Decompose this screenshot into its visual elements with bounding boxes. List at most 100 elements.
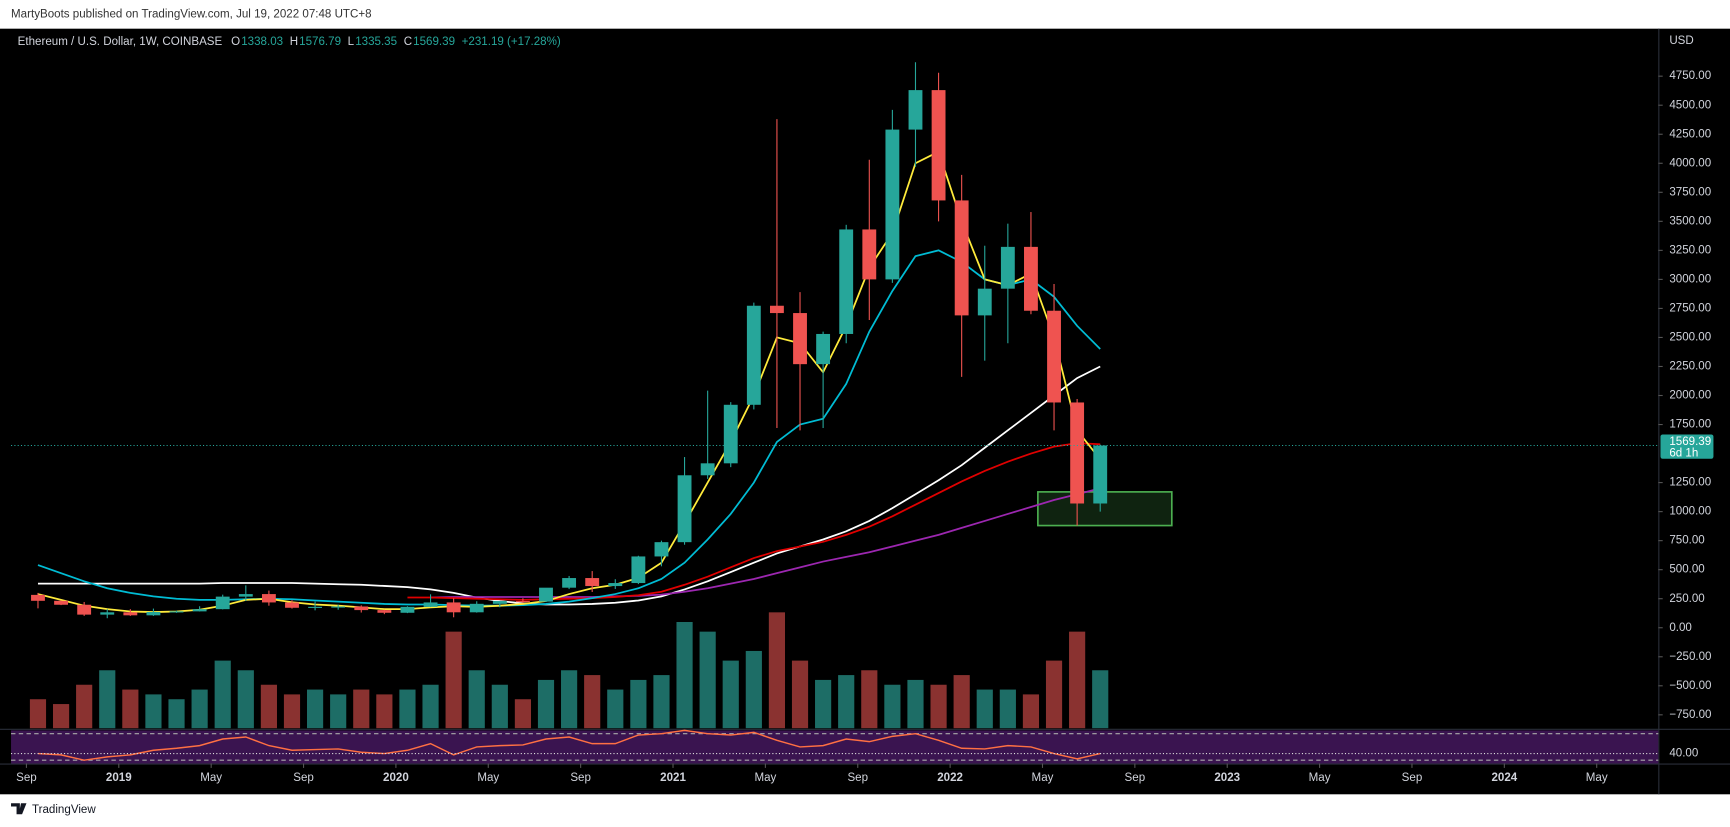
volume-bar (561, 670, 578, 729)
volume-bar (145, 694, 162, 729)
candle-body (469, 603, 484, 613)
y-tick-label: 500.00 (1669, 564, 1704, 576)
volume-bar (1069, 631, 1086, 729)
y-tick-label: 4000.00 (1669, 157, 1711, 169)
ohlc-value: 1569.39 (413, 36, 455, 48)
rsi-line (37, 729, 1101, 761)
candle-body (77, 604, 92, 615)
volume-bar (422, 684, 439, 729)
volume-bar (791, 660, 809, 729)
brand-name: TradingView (32, 804, 96, 816)
candle-body (308, 606, 323, 608)
ohlc-value: 1338.03 (241, 36, 283, 48)
volume-bar (768, 612, 786, 729)
y-tick-label: 3750.00 (1669, 186, 1711, 198)
candle-body (238, 594, 253, 597)
y-tick-label: −250.00 (1669, 651, 1711, 663)
y-tick-label: 4500.00 (1669, 99, 1711, 111)
volume-bar (514, 699, 531, 729)
volume-bar (630, 679, 647, 729)
y-tick-label: 2500.00 (1669, 332, 1711, 344)
bottom-strip (0, 794, 1730, 827)
candle-body (816, 333, 831, 365)
volume-bar (722, 660, 739, 729)
candle-body (331, 606, 346, 608)
candle-body (377, 610, 392, 613)
volume-bar (676, 621, 693, 729)
volume-bar (537, 679, 555, 729)
y-tick-label: 250.00 (1669, 593, 1704, 605)
candle-body (977, 288, 992, 316)
y-tick-label: 2750.00 (1669, 302, 1711, 314)
candle-body (515, 601, 530, 603)
x-tick-label: May (200, 772, 222, 784)
currency-label: USD (1669, 35, 1693, 47)
volume-bar (976, 689, 993, 729)
x-tick-label: May (754, 772, 776, 784)
x-tick-label: Sep (293, 772, 314, 784)
last-price-tag (1660, 434, 1714, 459)
top-strip (0, 0, 1730, 29)
volume-bar (999, 689, 1016, 729)
volume-bar (283, 694, 301, 729)
candle-body (285, 602, 299, 608)
candle-body (862, 229, 877, 280)
x-tick-label: 2019 (106, 772, 132, 784)
brand-logo (11, 803, 27, 815)
candle-body (123, 612, 138, 616)
volume-bar (260, 684, 277, 729)
candle-body (261, 594, 276, 603)
volume-bar (445, 631, 462, 729)
candle-body (423, 602, 438, 607)
candle-body (770, 305, 784, 314)
volume-bar (376, 694, 393, 729)
y-tick-label: 1000.00 (1669, 506, 1711, 518)
candle-body (885, 129, 900, 280)
moving-average-line (37, 249, 1101, 607)
candle-body (354, 606, 369, 611)
volume-bar (52, 704, 70, 729)
volume-bar (307, 689, 324, 729)
candle-body (446, 602, 461, 613)
rsi-last-label: 40.00 (1669, 748, 1698, 760)
volume-bar (653, 675, 670, 729)
candle-body (608, 583, 623, 587)
volume-bar (29, 699, 47, 729)
volume-bar (237, 670, 254, 729)
candle-body (539, 587, 553, 602)
volume-bar (815, 679, 832, 729)
x-tick-label: 2022 (937, 772, 963, 784)
y-tick-label: 4250.00 (1669, 128, 1711, 140)
volume-bar (122, 689, 139, 729)
candle-body (793, 313, 807, 365)
x-tick-label: Sep (570, 772, 591, 784)
moving-average-line (37, 365, 1101, 606)
volume-bar (907, 679, 924, 729)
candle-body (585, 578, 600, 587)
ohlc-key: O (231, 36, 240, 48)
volume-bar (214, 660, 231, 729)
symbol-legend: Ethereum / U.S. Dollar, 1W, COINBASE O 13… (18, 36, 561, 48)
candle-body (631, 556, 646, 584)
y-tick-label: 750.00 (1669, 535, 1704, 547)
ohlc-key: H (290, 36, 298, 48)
candle-body (1070, 402, 1085, 504)
volume-bar (99, 670, 116, 729)
x-tick-label: 2024 (1491, 772, 1517, 784)
volume-bar (884, 684, 901, 729)
candle-body (677, 475, 692, 543)
candle-body (723, 404, 738, 464)
candle-body (215, 596, 230, 610)
candle-body (400, 606, 415, 613)
candle-body (1047, 310, 1061, 403)
x-tick-label: May (477, 772, 499, 784)
volume-bar (1022, 694, 1040, 729)
volume-bar (330, 694, 347, 729)
countdown-label: 6d 1h (1669, 447, 1698, 459)
y-tick-label: 2250.00 (1669, 361, 1711, 373)
y-tick-label: 3000.00 (1669, 273, 1711, 285)
candle-body (954, 200, 969, 316)
candle-body (100, 612, 115, 615)
volume-bar (607, 689, 624, 729)
